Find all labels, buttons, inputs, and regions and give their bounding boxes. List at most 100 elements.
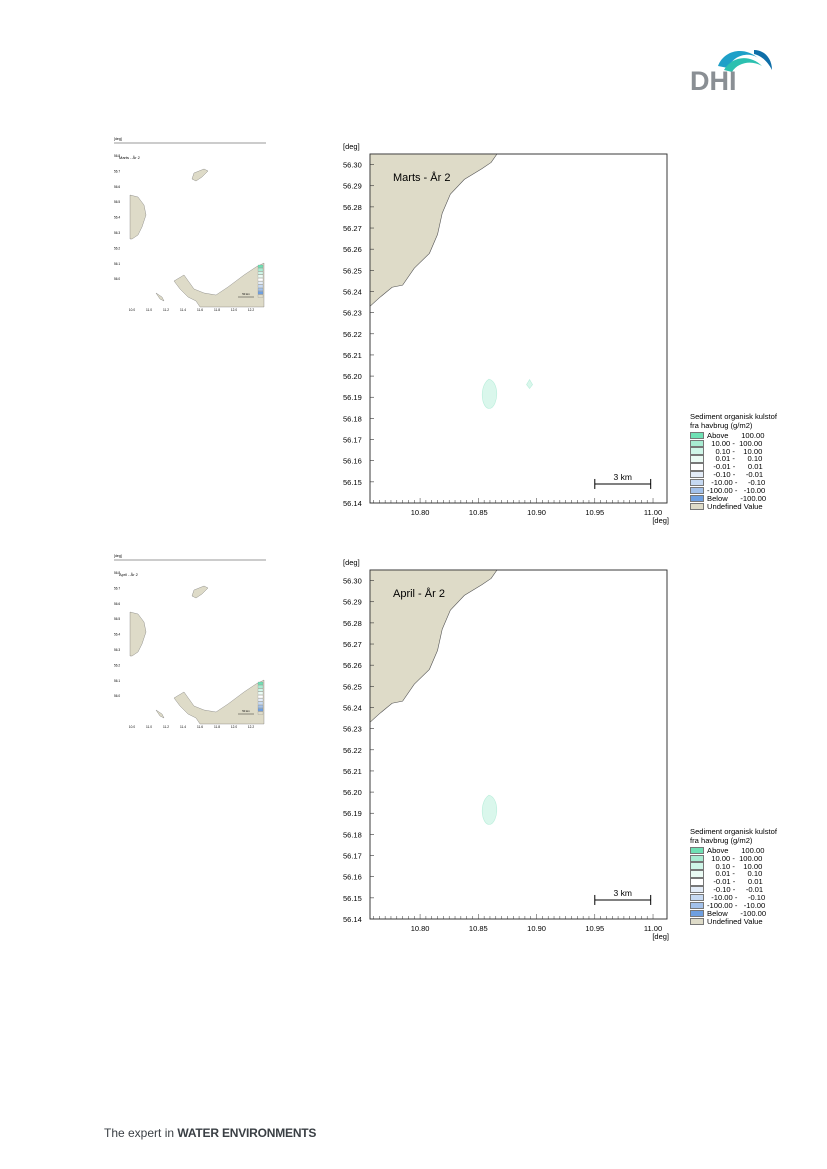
y-tick-label: 56.14 [343, 915, 362, 924]
scale-bar-label: 3 km [614, 472, 632, 482]
legend-swatch [690, 463, 704, 471]
x-tick-label: 10.85 [469, 924, 488, 933]
map-panel-april: [deg] April - År 2 56.30 56.29 56.28 56.27 56.… [330, 554, 810, 956]
legend-swatch [690, 455, 704, 463]
legend-label: -100.00 - -10.00 [707, 485, 766, 495]
legend-swatch [690, 846, 704, 854]
legend-label: -100.00 - -10.00 [707, 900, 766, 910]
legend-label: Above 100.00 [707, 845, 765, 855]
y-tick-label: 56.21 [343, 767, 362, 776]
x-unit-label: [deg] [652, 932, 669, 941]
legend-swatch [690, 439, 704, 447]
overview-x-tick: 11.2 [163, 725, 169, 729]
overview-y-tick: 56.0 [114, 694, 120, 698]
y-tick-label: 56.25 [343, 682, 362, 691]
legend-april: Sediment organisk kulstof fra havbrug (g… [690, 827, 810, 926]
legend-label: -0.01 - 0.01 [707, 877, 763, 887]
legend-swatch [690, 494, 704, 503]
x-tick-label: 11.00 [644, 924, 662, 933]
legend-entry: Below -100.00 [690, 493, 810, 503]
dhi-logo: DHI [690, 44, 772, 96]
legend-entry: -0.01 - 0.01 [690, 877, 810, 887]
y-tick-label: 56.23 [343, 725, 362, 734]
legend-swatch [690, 901, 704, 910]
overview-x-tick: 12.0 [231, 725, 237, 729]
x-tick-label: 10.90 [527, 508, 546, 517]
legend-swatch [690, 862, 704, 870]
legend-swatch [690, 431, 704, 439]
y-tick-label: 56.20 [343, 788, 362, 797]
y-tick-label: 56.22 [343, 330, 362, 339]
legend-entry: Undefined Value [690, 502, 810, 511]
overview-x-tick: 12.2 [248, 725, 254, 729]
y-tick-label: 56.19 [343, 809, 362, 818]
overview-x-tick: 11.6 [197, 308, 203, 312]
overview-legend [257, 264, 264, 298]
legend-label: 0.01 - 0.10 [707, 869, 763, 879]
legend-entry: -0.01 - 0.01 [690, 462, 810, 471]
legend-swatch [690, 486, 704, 495]
legend-entry: 10.00 - 100.00 [690, 439, 810, 448]
footer-prefix: The expert in [104, 1126, 178, 1140]
legend-swatch [690, 917, 704, 926]
x-unit-label: [deg] [652, 516, 669, 525]
footer-tagline: The expert in WATER ENVIRONMENTS [104, 1126, 316, 1140]
y-tick-label: 56.16 [343, 873, 362, 882]
sediment-patch [526, 378, 533, 390]
legend-rows: Above 100.00 10.00 - 100.00 0.10 - 10.00… [690, 431, 810, 511]
overview-x-tick: 11.6 [197, 725, 203, 729]
y-tick-label: 56.25 [343, 266, 362, 275]
y-tick-label: 56.15 [343, 478, 362, 487]
y-tick-label: 56.21 [343, 351, 362, 360]
overview-x-tick: 11.4 [180, 308, 186, 312]
overview-legend [257, 681, 264, 715]
y-unit-label: [deg] [343, 142, 360, 151]
legend-entry: Below -100.00 [690, 909, 810, 918]
legend-title-line2: fra havbrug (g/m2) [690, 421, 753, 431]
legend-rows: Above 100.00 10.00 - 100.00 0.10 - 10.00… [690, 845, 810, 926]
legend-label: -0.10 - -0.01 [707, 470, 764, 480]
legend-entry: -0.10 - -0.01 [690, 885, 810, 894]
legend-entry: Above 100.00 [690, 845, 810, 855]
overview-y-tick: 56.4 [114, 633, 120, 637]
legend-entry: Undefined Value [690, 916, 810, 926]
legend-entry: 10.00 - 100.00 [690, 853, 810, 863]
wave-icon [718, 50, 772, 72]
overview-y-tick: 56.2 [114, 663, 120, 667]
legend-swatch [690, 870, 704, 878]
overview-svg: [deg] April - År 256.8 56.7 56.6 56.5 56.4 56.… [114, 554, 266, 729]
y-tick-label: 56.18 [343, 414, 362, 423]
legend-title-line2: fra havbrug (g/m2) [690, 836, 753, 846]
y-tick-label: 56.30 [343, 577, 362, 586]
overview-title: Marts - År 2 [119, 155, 141, 160]
overview-x-tick: 11.0 [146, 725, 152, 729]
overview-y-tick: 56.1 [114, 262, 120, 266]
y-tick-label: 56.24 [343, 287, 362, 296]
y-tick-label: 56.15 [343, 894, 362, 903]
legend-label: Below -100.00 [707, 493, 767, 503]
map-panel-marts: [deg] Marts - År 2 56.30 56.29 56.28 56.27 56.… [330, 138, 810, 540]
y-tick-label: 56.14 [343, 499, 362, 508]
y-tick-label: 56.23 [343, 309, 362, 318]
scale-bar-label: 3 km [614, 888, 632, 898]
legend-swatch [690, 886, 704, 894]
overview-x-tick: 11.0 [146, 308, 152, 312]
legend-swatch [690, 471, 704, 479]
logo-text: DHI [690, 66, 737, 96]
y-tick-label: 56.16 [343, 457, 362, 466]
overview-y-tick: 56.7 [114, 586, 120, 590]
x-tick-label: 10.80 [411, 924, 430, 933]
legend-label: Undefined Value [707, 916, 763, 926]
sediment-patch [481, 378, 497, 409]
legend-entry: Above 100.00 [690, 431, 810, 440]
scale-bar: 3 km [594, 472, 652, 489]
legend-swatch [690, 854, 704, 862]
legend-swatch [690, 894, 704, 902]
y-tick-label: 56.27 [343, 640, 362, 649]
overview-y-tick: 56.5 [114, 617, 120, 621]
x-tick-label: 10.80 [411, 508, 430, 517]
overview-y-tick: 56.2 [114, 246, 120, 250]
overview-y-tick: 56.6 [114, 602, 120, 606]
overview-scalebar-label: 50 km [242, 709, 250, 713]
legend-label: 10.00 - 100.00 [707, 853, 763, 863]
